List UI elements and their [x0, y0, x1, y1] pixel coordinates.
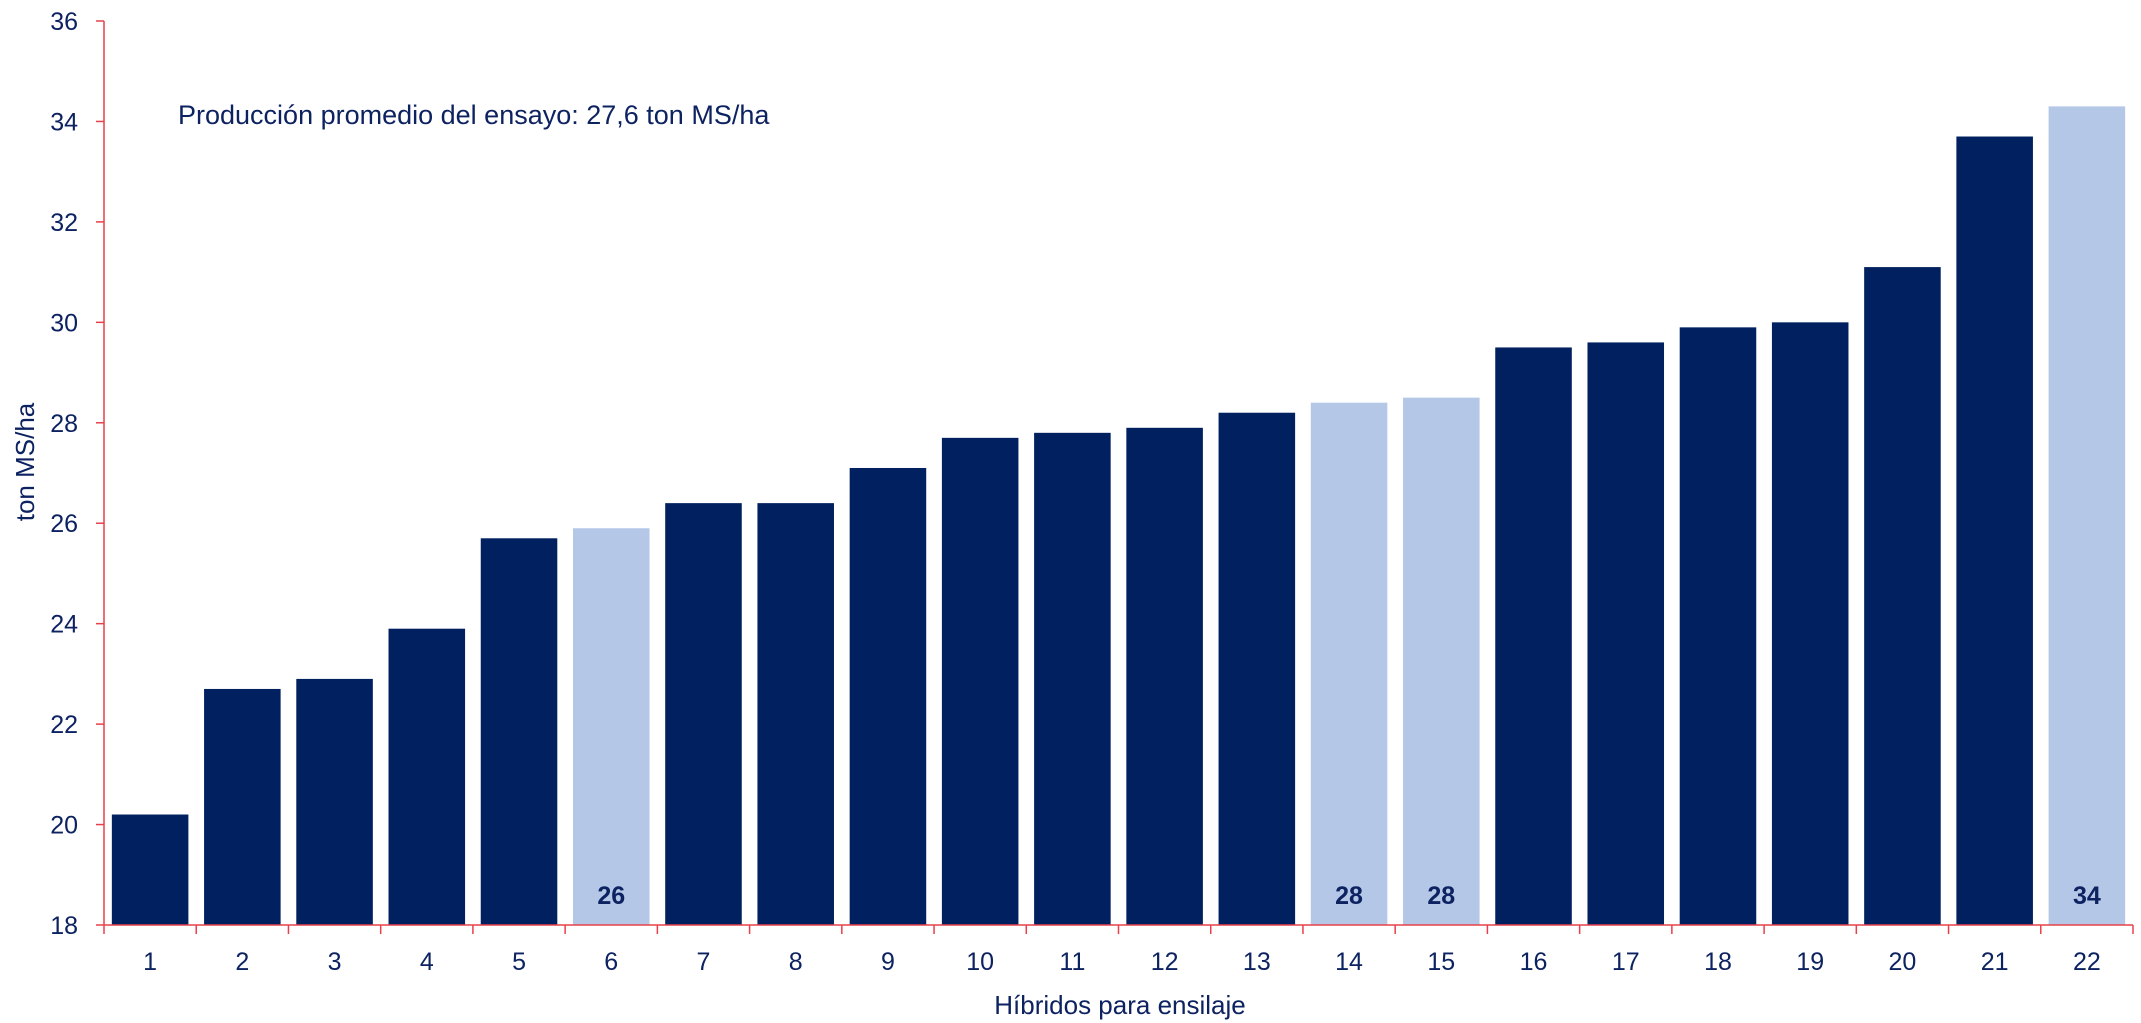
x-tick-labels: 1 2 3 4 5 6 7 8 9 10 11 12 13 14 15 16 17 18 19 20 21 22: [143, 948, 2101, 976]
chart-annotation: Producción promedio del ensayo: 27,6 ton…: [178, 100, 770, 130]
y-tick-label-32: 32: [50, 209, 78, 237]
x-tick-label-7: 7: [697, 948, 711, 976]
bar-4: [388, 628, 466, 925]
bar-5: [480, 538, 558, 925]
bar-9: [849, 467, 927, 925]
x-tick-label-22: 22: [2073, 948, 2101, 976]
y-tick-label-26: 26: [50, 510, 78, 538]
bar-20: [1864, 267, 1941, 926]
x-tick-label-5: 5: [512, 948, 526, 976]
data-labels: 26 28 28 34: [597, 882, 2101, 910]
bar-10: [941, 437, 1019, 925]
bar-6: [572, 528, 650, 925]
x-axis-title: Híbridos para ensilaje: [994, 990, 1245, 1020]
x-tick-label-2: 2: [235, 948, 249, 976]
bar-17: [1587, 342, 1665, 925]
y-tick-label-34: 34: [50, 108, 78, 136]
data-label-22: 34: [2073, 882, 2101, 910]
bars-group: [111, 106, 2126, 926]
y-axis-title: ton MS/ha: [10, 402, 40, 521]
bar-3: [296, 678, 373, 925]
x-tick-label-6: 6: [604, 948, 618, 976]
bar-8: [757, 503, 834, 925]
x-tick-label-1: 1: [143, 948, 157, 976]
y-tick-label-20: 20: [50, 812, 78, 840]
x-tick-label-19: 19: [1796, 948, 1824, 976]
data-label-6: 26: [597, 882, 625, 910]
bar-7: [665, 503, 742, 925]
x-tick-label-11: 11: [1059, 948, 1085, 976]
y-tick-label-36: 36: [50, 8, 78, 36]
x-tick-label-9: 9: [881, 948, 895, 976]
bar-14: [1310, 402, 1388, 925]
x-tick-label-17: 17: [1612, 948, 1640, 976]
x-tick-label-16: 16: [1520, 948, 1548, 976]
bar-1: [111, 814, 189, 925]
x-tick-label-13: 13: [1243, 948, 1271, 976]
x-tick-label-21: 21: [1981, 948, 2009, 976]
bar-16: [1495, 347, 1572, 925]
x-tick-label-8: 8: [789, 948, 803, 976]
x-tick-label-10: 10: [966, 948, 994, 976]
x-tick-label-3: 3: [328, 948, 342, 976]
x-tick-label-18: 18: [1704, 948, 1732, 976]
bar-18: [1679, 327, 1757, 925]
x-tick-label-15: 15: [1427, 948, 1455, 976]
x-tick-label-4: 4: [420, 948, 434, 976]
bar-15: [1403, 397, 1480, 926]
data-label-15: 28: [1427, 882, 1455, 910]
y-axis-ticks: [96, 20, 104, 926]
bar-12: [1126, 427, 1203, 925]
bar-19: [1771, 322, 1849, 925]
bar-13: [1218, 412, 1296, 925]
x-axis-ticks: [103, 925, 2134, 934]
y-tick-label-18: 18: [50, 912, 78, 940]
data-label-14: 28: [1335, 882, 1363, 910]
bar-11: [1034, 432, 1111, 925]
y-tick-label-22: 22: [50, 711, 78, 739]
x-tick-label-20: 20: [1889, 948, 1917, 976]
y-tick-labels: 18 20 22 24 26 28 30 32 34 36: [50, 8, 78, 940]
y-tick-label-24: 24: [50, 611, 78, 639]
y-tick-label-30: 30: [50, 309, 78, 337]
bar-2: [204, 688, 281, 925]
y-tick-label-28: 28: [50, 410, 78, 438]
x-tick-label-12: 12: [1151, 948, 1179, 976]
bar-22: [2048, 106, 2126, 925]
x-tick-label-14: 14: [1335, 948, 1363, 976]
bar-21: [1956, 136, 2033, 925]
